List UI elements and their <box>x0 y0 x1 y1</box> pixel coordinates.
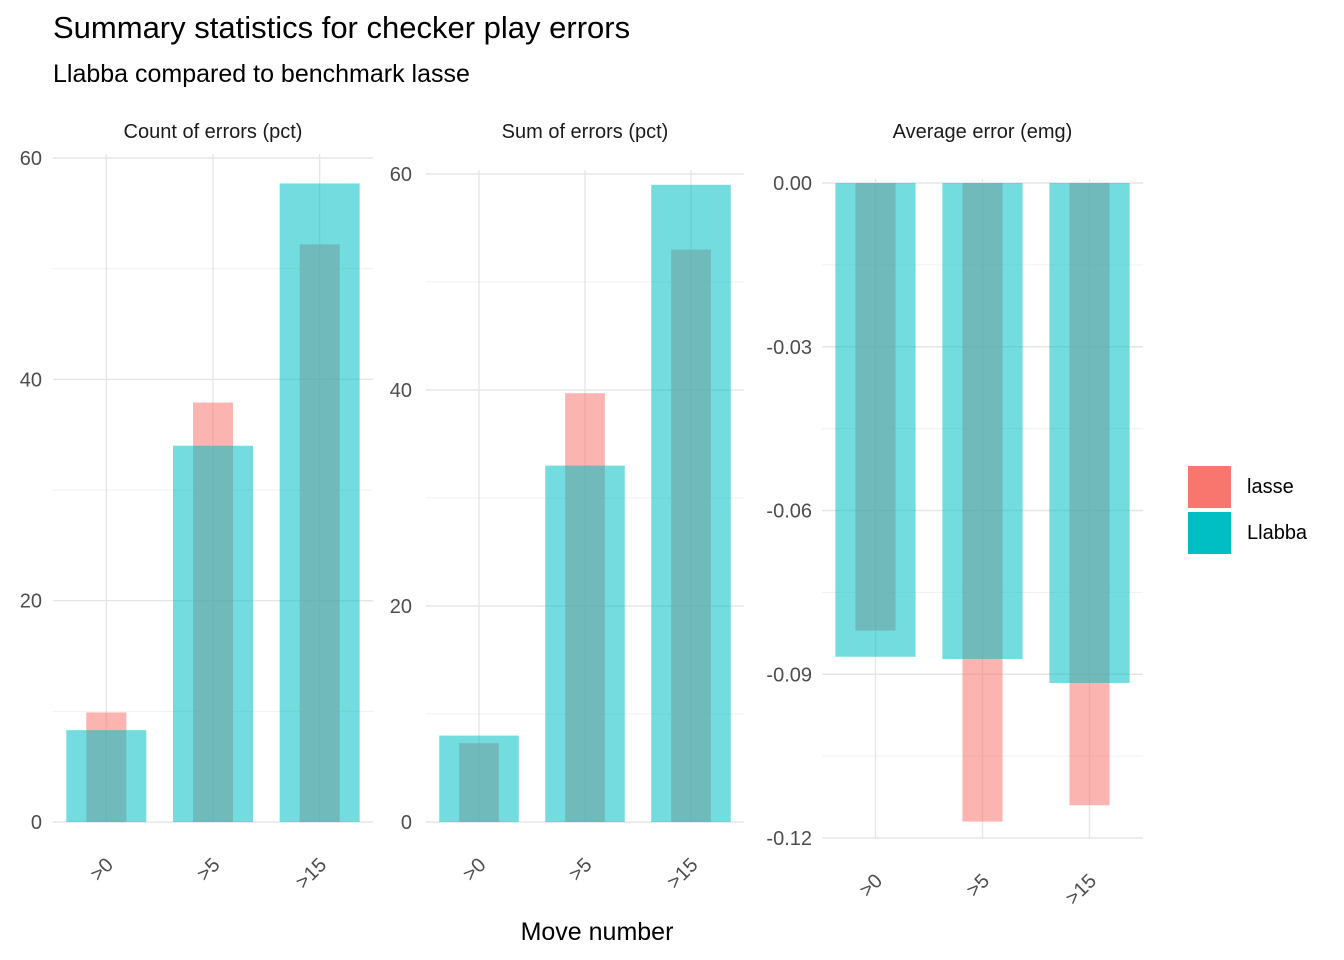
bar-llabba-2 <box>545 465 625 822</box>
y-tick-label: 20 <box>20 591 42 613</box>
chart-subtitle: Llabba compared to benchmark lasse <box>53 60 470 88</box>
bar-llabba-3 <box>279 183 360 822</box>
x-tick-label: >5 <box>565 854 597 886</box>
y-tick-label: 40 <box>390 380 412 402</box>
legend-label-lasse: lasse <box>1247 475 1294 498</box>
bar-llabba-1 <box>835 183 916 657</box>
legend: lasse Llabba <box>1188 464 1307 556</box>
y-tick-label: -0.03 <box>766 337 812 359</box>
x-axis-label: Move number <box>521 918 674 946</box>
legend-item-lasse: lasse <box>1188 464 1307 510</box>
y-tick-label: 0 <box>31 812 42 834</box>
facet-panel-3: Average error (emg) 0.00 -0.03 -0.06 -0.09 -0… <box>766 121 1143 910</box>
chart-title: Summary statistics for checker play erro… <box>53 10 631 45</box>
y-tick-label: 40 <box>20 369 42 391</box>
x-tick-label: >5 <box>962 870 994 902</box>
x-tick-label: >15 <box>292 854 332 894</box>
y-tick-label: -0.06 <box>766 501 812 523</box>
bar-llabba-3 <box>651 184 731 823</box>
y-tick-label: -0.09 <box>766 664 812 686</box>
y-tick-label: 60 <box>390 164 412 186</box>
bar-llabba-2 <box>942 183 1023 659</box>
bar-llabba-3 <box>1049 183 1130 683</box>
x-tick-label: >15 <box>663 854 703 894</box>
legend-label-llabba: Llabba <box>1247 521 1308 544</box>
bar-llabba-1 <box>439 735 519 822</box>
facet-title: Average error (emg) <box>893 121 1073 143</box>
x-tick-label: >15 <box>1061 870 1101 910</box>
bar-llabba-1 <box>66 730 147 822</box>
legend-swatch-lasse <box>1188 466 1231 508</box>
y-tick-label: 20 <box>390 596 412 618</box>
legend-item-llabba: Llabba <box>1188 510 1307 556</box>
x-tick-label: >0 <box>86 854 118 886</box>
y-tick-label: -0.12 <box>766 828 812 850</box>
facet-panel-2: Sum of errors (pct) 0 20 40 60 >0 >5 >15 <box>390 121 744 894</box>
x-tick-label: >0 <box>459 854 491 886</box>
legend-swatch-llabba <box>1188 512 1231 554</box>
y-tick-label: 60 <box>20 148 42 170</box>
bar-llabba-2 <box>173 445 253 822</box>
x-tick-label: >0 <box>855 870 887 902</box>
x-tick-label: >5 <box>193 854 225 886</box>
facet-panel-1: Count of errors (pct) 0 20 40 60 >0 >5 >15 <box>20 121 373 894</box>
facet-title: Count of errors (pct) <box>124 121 303 143</box>
y-tick-label: 0 <box>401 812 412 834</box>
facet-title: Sum of errors (pct) <box>502 121 669 143</box>
y-tick-label: 0.00 <box>773 173 812 195</box>
